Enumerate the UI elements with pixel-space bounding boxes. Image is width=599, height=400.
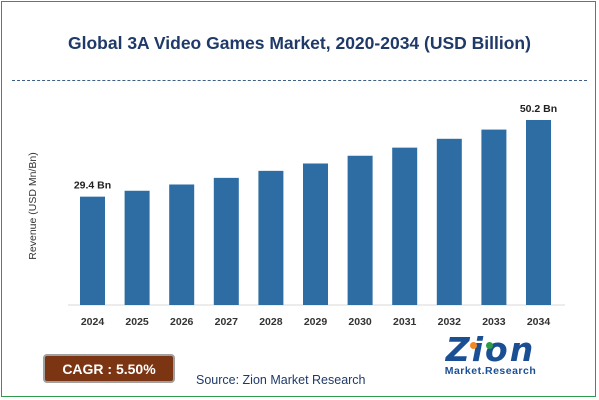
cagr-badge: CAGR : 5.50%	[43, 354, 175, 383]
bar-2030	[347, 155, 373, 305]
chart-title: Global 3A Video Games Market, 2020-2034 …	[68, 33, 531, 53]
x-tick-label: 2034	[527, 316, 551, 328]
bar-2033	[481, 129, 507, 305]
x-tick-label: 2029	[304, 316, 328, 328]
bar-2028	[258, 170, 284, 305]
x-tick-label: 2025	[125, 316, 149, 328]
x-tick-label: 2032	[438, 316, 462, 328]
logo-subtitle: Market.Research	[444, 365, 537, 377]
x-tick-label: 2026	[170, 316, 194, 328]
x-tick-label: 2031	[393, 316, 417, 328]
bar-2027	[213, 177, 239, 305]
x-tick-label: 2024	[81, 316, 105, 328]
cagr-label: CAGR : 5.50%	[62, 360, 156, 377]
logo-word: Zion	[445, 330, 536, 369]
bar-2025	[124, 190, 150, 305]
data-label: 29.4 Bn	[74, 180, 111, 192]
bar-2029	[303, 163, 328, 305]
logo-dot-orange	[470, 342, 477, 349]
bar-2026	[169, 184, 195, 305]
x-tick-label: 2028	[259, 316, 283, 328]
x-tick-label: 2027	[215, 316, 239, 328]
zion-logo: Zion Market.Research	[428, 330, 553, 382]
bar-2032	[436, 138, 462, 305]
source-text: Source: Zion Market Research	[196, 373, 366, 387]
x-tick-label: 2030	[348, 316, 372, 328]
bar-2031	[392, 147, 418, 305]
bar-2034	[526, 120, 551, 305]
logo-dot-green	[486, 342, 493, 349]
data-label: 50.2 Bn	[520, 103, 557, 115]
title-divider	[12, 80, 587, 81]
x-tick-label: 2033	[482, 316, 506, 328]
bar-2024	[80, 196, 105, 305]
